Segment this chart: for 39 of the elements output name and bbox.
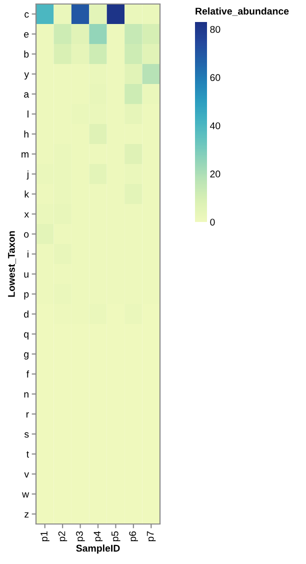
y-tick-label: v [24, 472, 30, 478]
color-bar-label: 40 [210, 122, 220, 130]
color-bar-label: 0 [210, 218, 215, 226]
y-tick-label: g [24, 352, 28, 360]
y-tick-label: c [24, 12, 29, 18]
y-tick-label: n [24, 392, 28, 398]
x-tick-label: p7 [146, 531, 156, 542]
y-tick-label: u [24, 272, 28, 278]
y-tick-label: o [24, 232, 29, 238]
x-tick-label: p6 [129, 531, 138, 542]
y-tick-label: t [26, 451, 29, 458]
y-tick-label: m [22, 152, 28, 158]
y-tick-label: d [24, 310, 28, 318]
color-bar-label: 20 [210, 170, 220, 178]
y-tick-label: a [24, 92, 30, 98]
x-tick-label: p2 [58, 531, 68, 542]
x-tick-label: p3 [76, 531, 85, 542]
x-tick-label: p4 [94, 531, 103, 542]
y-tick-label: f [26, 370, 30, 378]
y-tick-label: p [24, 292, 29, 300]
color-bar-title: Relative_abundance [196, 7, 289, 16]
y-tick-label: r [26, 412, 29, 418]
y-tick-label: e [24, 32, 29, 38]
color-bar-label: 60 [210, 74, 220, 82]
y-tick-label: y [24, 72, 30, 80]
x-axis-title: SampleID [76, 544, 120, 554]
y-tick-label: q [24, 332, 28, 340]
y-tick-label: k [24, 190, 30, 198]
y-tick-label: z [24, 512, 29, 518]
x-tick-label: p5 [112, 531, 120, 542]
y-axis-title: Lowest_Taxon [8, 231, 16, 297]
y-tick-label: w [22, 492, 30, 498]
y-tick-label: b [24, 50, 29, 58]
y-tick-label: j [26, 170, 28, 180]
x-tick-label: p1 [40, 531, 50, 542]
y-tick-label: h [24, 130, 28, 138]
color-bar-label: 80 [210, 26, 220, 33]
y-tick-label: x [24, 212, 29, 218]
y-tick-label: s [24, 432, 29, 438]
